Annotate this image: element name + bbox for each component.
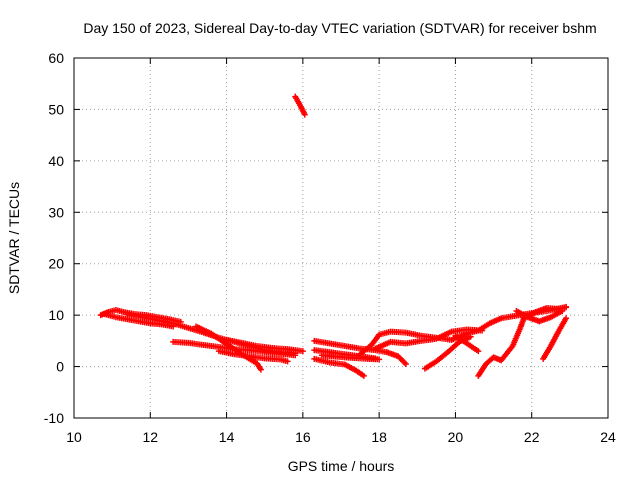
x-tick-label: 16 <box>295 429 311 445</box>
axis-ticks: 10 12 14 16 18 20 22 24 -10 0 10 20 30 40 50 60 <box>44 50 616 445</box>
y-tick-label: 50 <box>48 101 64 117</box>
data-point <box>376 356 383 363</box>
y-tick-label: -10 <box>44 410 64 426</box>
series-arc-l <box>318 352 383 363</box>
series-arc-n <box>372 326 486 352</box>
data-point <box>257 366 264 373</box>
data-point <box>563 315 570 322</box>
y-tick-label: 20 <box>48 256 64 272</box>
data-point <box>284 358 291 365</box>
chart-title: Day 150 of 2023, Sidereal Day-to-day VTE… <box>83 20 596 36</box>
data-point <box>479 327 486 334</box>
x-axis-label: GPS time / hours <box>288 458 395 474</box>
data-point <box>299 348 306 355</box>
x-tick-label: 10 <box>66 429 82 445</box>
series-arc-r <box>513 308 566 325</box>
y-tick-label: 10 <box>48 307 64 323</box>
x-tick-label: 24 <box>600 429 616 445</box>
y-tick-label: 30 <box>48 204 64 220</box>
series-arc-p <box>452 332 482 355</box>
x-tick-label: 18 <box>371 429 387 445</box>
series-arc-q <box>475 314 528 379</box>
series-arc-t <box>540 315 570 362</box>
data-point <box>475 348 482 355</box>
y-tick-label: 60 <box>48 50 64 66</box>
data-point <box>301 111 308 118</box>
grid-lines <box>74 58 608 418</box>
x-tick-label: 14 <box>219 429 235 445</box>
y-tick-label: 0 <box>56 359 64 375</box>
x-tick-label: 20 <box>448 429 464 445</box>
plot-frame <box>73 57 609 419</box>
series-arc-f <box>223 336 306 355</box>
data-point <box>402 361 409 367</box>
data-point <box>467 333 474 340</box>
data-point <box>563 304 570 311</box>
series-arc-h <box>292 93 308 118</box>
x-tick-label: 12 <box>142 429 158 445</box>
series-arc-d <box>170 338 299 359</box>
series-arc-b <box>101 311 177 330</box>
data-point <box>292 352 299 359</box>
series-arc-g <box>215 348 291 365</box>
series-arc-k <box>311 355 367 379</box>
data-points <box>97 93 570 379</box>
y-axis-label: SDTVAR / TECUs <box>6 182 22 294</box>
data-point <box>360 372 367 379</box>
x-tick-label: 22 <box>524 429 540 445</box>
y-tick-label: 40 <box>48 153 64 169</box>
series-arc-s <box>521 304 570 322</box>
